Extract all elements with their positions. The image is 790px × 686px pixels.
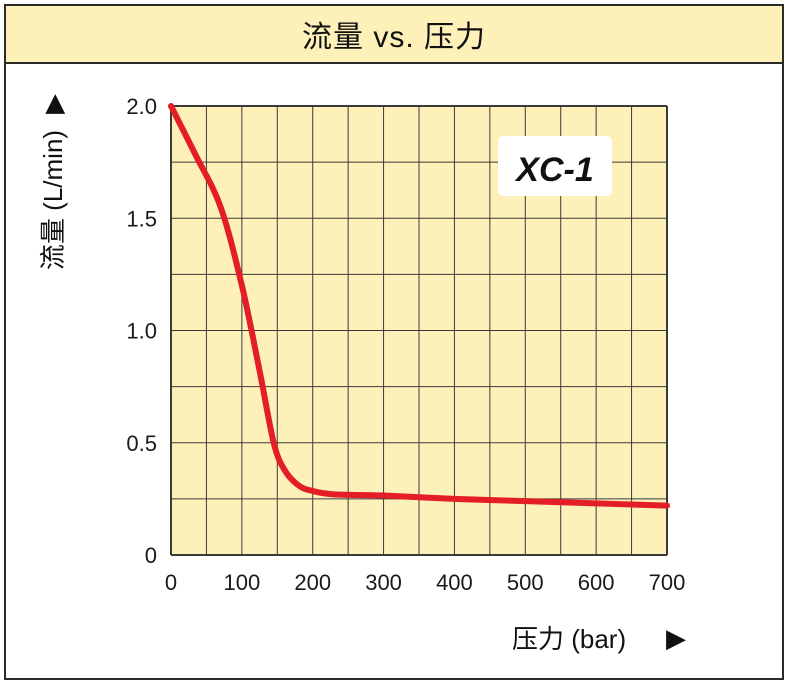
model-label: XC-1 [514,151,593,189]
y-tick-label: 1.0 [126,319,157,344]
x-tick-label: 100 [223,570,260,595]
x-tick-label: 200 [294,570,331,595]
title-bar: 流量 vs. 压力 [6,6,782,64]
y-tick-labels: 0 0.5 1.0 1.5 2.0 [126,94,157,568]
x-tick-label: 0 [165,570,177,595]
x-axis-title: 压力 (bar) ▶ [512,623,686,654]
x-axis-arrow-icon: ▶ [666,623,686,653]
x-tick-label: 300 [365,570,402,595]
y-axis-label: 流量 (L/min) [38,130,68,270]
model-label-box: XC-1 [498,136,612,196]
x-tick-label: 700 [649,570,686,595]
chart-title: 流量 vs. 压力 [301,21,486,54]
series-line-xc-1 [168,103,670,509]
x-tick-label: 500 [507,570,544,595]
y-tick-label: 1.5 [126,206,157,231]
y-tick-label: 2.0 [126,94,157,119]
y-axis-arrow-icon: ▶ [38,94,68,114]
y-tick-label: 0.5 [126,431,157,456]
x-axis-label: 压力 (bar) [512,624,626,654]
y-tick-label: 0 [145,543,157,568]
x-tick-labels: 0 100 200 300 400 500 600 700 [165,570,685,595]
x-tick-label: 400 [436,570,473,595]
x-tick-label: 600 [578,570,615,595]
y-axis-title: 流量 (L/min) ▶ [38,94,68,270]
